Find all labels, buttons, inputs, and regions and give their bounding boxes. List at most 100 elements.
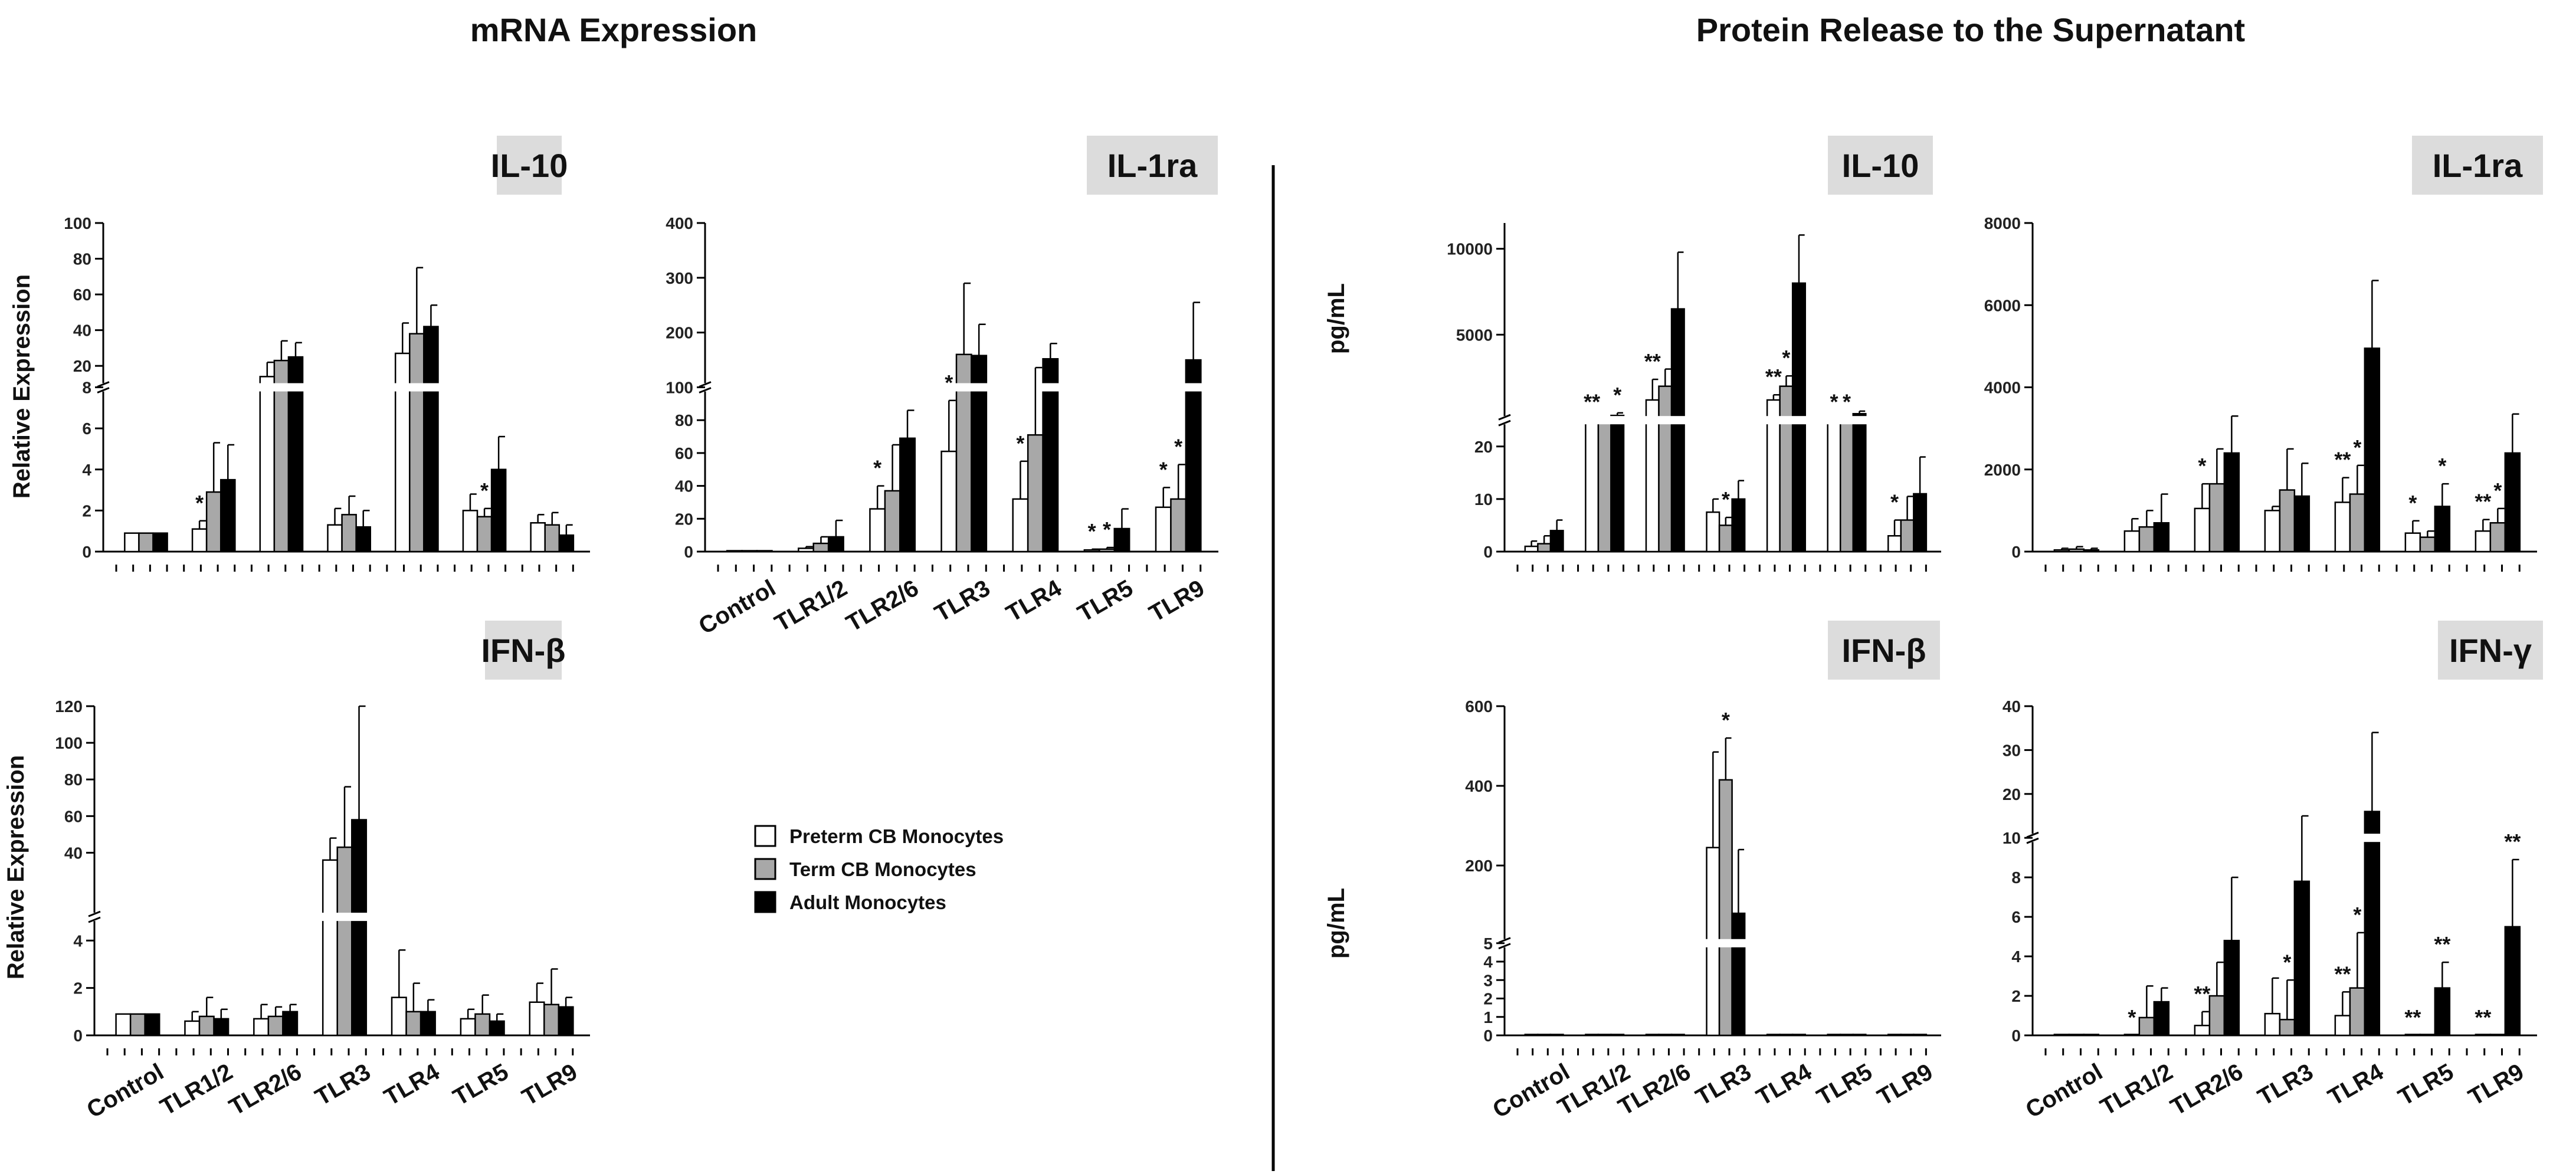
- bar: [1731, 498, 1746, 553]
- y-tick-label: 400: [1465, 777, 1493, 795]
- axis-break-mark: [1498, 419, 1511, 427]
- bar: [2264, 1012, 2281, 1037]
- bar-break: [955, 383, 973, 392]
- bar: [355, 526, 372, 553]
- bar: [1718, 524, 1733, 553]
- bar-break: [1184, 383, 1202, 392]
- x-category-label: TLR2/6: [2167, 1059, 2247, 1121]
- bar: [1839, 1034, 1854, 1037]
- significance-star: *: [2408, 491, 2417, 515]
- y-tick-label: 0: [1483, 1027, 1493, 1045]
- y-tick-label: 100: [666, 379, 693, 397]
- x-category-label: TLR5: [1073, 575, 1138, 627]
- y-tick-label: 6: [82, 419, 91, 438]
- y-tick-label: 4: [1483, 953, 1493, 971]
- y-tick-label: 4000: [1984, 379, 2021, 397]
- panel-label: IFN-γ: [2449, 632, 2532, 669]
- bar: [2504, 926, 2521, 1037]
- bar-break: [273, 383, 290, 392]
- legend-label: Term CB Monocytes: [789, 858, 976, 880]
- bar: [2279, 489, 2296, 553]
- y-tick-label: 120: [55, 697, 83, 716]
- bar-break: [394, 383, 411, 392]
- bar: [490, 468, 507, 553]
- bar: [2293, 495, 2310, 553]
- bar: [1537, 1034, 1552, 1037]
- significance-star: *: [1088, 519, 1096, 543]
- bar: [2364, 811, 2381, 1037]
- chart-mrna_il10: IL-10 Relative Expression 0 2 4 6 8 20 40 60 80 100…: [9, 136, 590, 572]
- bar-break: [322, 913, 339, 922]
- y-tick-label: 20: [2003, 785, 2021, 804]
- bar: [1658, 1034, 1673, 1037]
- bar: [1549, 530, 1564, 553]
- y-tick-label: 4: [82, 461, 91, 479]
- bar: [1766, 1034, 1781, 1037]
- significance-star: *: [1722, 708, 1730, 732]
- bar-break: [336, 913, 353, 922]
- bar: [2208, 483, 2226, 553]
- bar: [812, 542, 830, 553]
- bar: [351, 819, 368, 1037]
- x-category-label: TLR3: [1692, 1059, 1756, 1111]
- bar: [2489, 522, 2506, 553]
- bar: [2194, 1025, 2211, 1037]
- bar: [2223, 940, 2240, 1037]
- left-title: mRNA Expression: [470, 11, 758, 48]
- bar: [1027, 434, 1044, 553]
- y-tick-label: 60: [73, 286, 91, 304]
- bar-break: [970, 383, 988, 392]
- bar: [1549, 1034, 1564, 1037]
- bar: [405, 1011, 422, 1037]
- bar-break: [1851, 416, 1867, 425]
- y-tick-label: 20: [1474, 438, 1493, 456]
- significance-star: *: [1890, 490, 1899, 514]
- bar-break: [1718, 939, 1733, 947]
- chart-mrna_il1ra: IL-1ra 0 20 40 60 80 100 200 300 400 ControlTLR1/2…: [666, 136, 1218, 640]
- bar-break: [2363, 834, 2381, 842]
- bar: [2475, 530, 2492, 553]
- bar: [827, 536, 844, 553]
- bar: [1645, 1034, 1660, 1037]
- x-category-label: Control: [2021, 1059, 2107, 1123]
- x-category-label: TLR5: [2394, 1059, 2458, 1111]
- bar: [184, 1020, 201, 1037]
- y-tick-label: 2: [82, 501, 91, 520]
- panel-label: IL-1ra: [2433, 147, 2523, 184]
- bar: [1718, 779, 1733, 1037]
- y-axis-label: Relative Expression: [3, 755, 29, 979]
- significance-star: *: [1782, 346, 1790, 370]
- axis-break-mark: [1498, 943, 1511, 950]
- bar: [2349, 493, 2366, 553]
- bar: [1731, 912, 1746, 1037]
- bar: [1597, 419, 1612, 553]
- bar-break: [1041, 383, 1060, 392]
- bar-break: [1826, 416, 1842, 425]
- x-category-label: Control: [1489, 1059, 1574, 1123]
- bar: [1083, 549, 1100, 553]
- legend: Preterm CB Monocytes Term CB Monocytes Adu…: [754, 825, 1004, 913]
- y-tick-label: 4: [73, 932, 83, 950]
- bar: [474, 1013, 491, 1037]
- y-tick-label: 40: [675, 477, 693, 496]
- bar-break: [1791, 416, 1807, 425]
- bar: [253, 1018, 270, 1037]
- bar: [115, 1013, 132, 1037]
- significance-star: **: [2334, 962, 2351, 986]
- bar-break: [1597, 416, 1613, 425]
- y-tick-label: 2: [2011, 987, 2021, 1005]
- y-tick-label: 600: [1465, 697, 1493, 716]
- bar: [327, 524, 343, 553]
- bar: [2068, 1034, 2085, 1037]
- bar-break: [1657, 416, 1673, 425]
- x-category-label: TLR1/2: [771, 575, 851, 637]
- bar: [2153, 1001, 2170, 1037]
- significance-star: *: [2353, 435, 2361, 460]
- significance-star: *: [1174, 434, 1182, 458]
- y-tick-label: 0: [2011, 543, 2021, 561]
- x-category-label: TLR4: [380, 1058, 444, 1110]
- bar: [394, 352, 411, 553]
